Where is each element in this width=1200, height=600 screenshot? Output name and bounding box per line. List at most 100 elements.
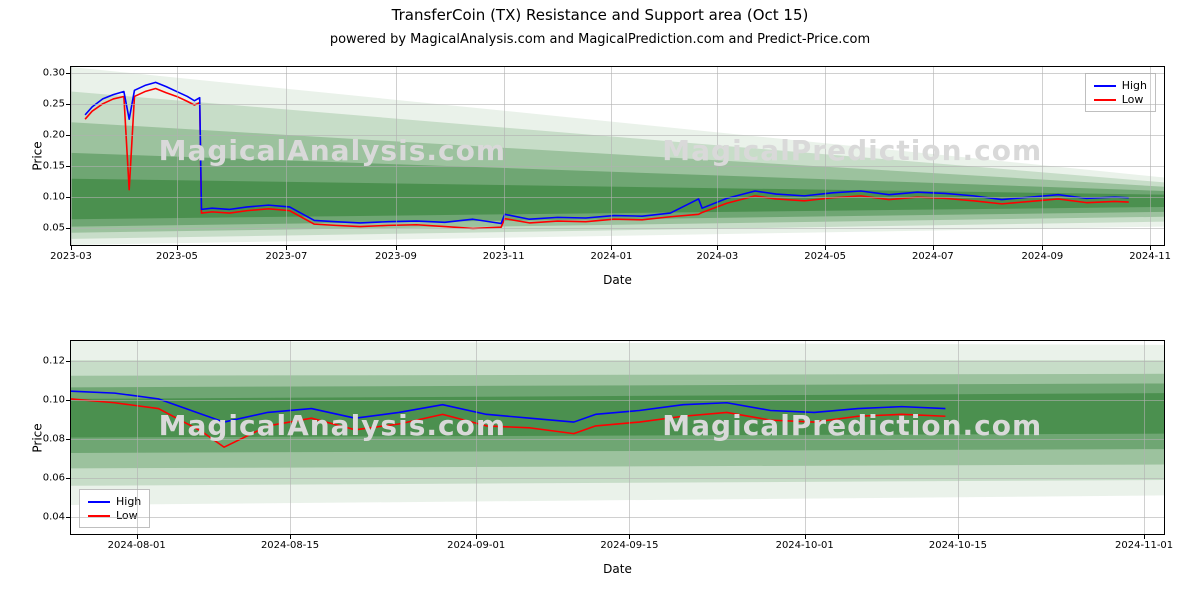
ytick-mark [66,478,71,479]
xtick-mark [476,534,477,539]
xtick-mark [504,245,505,250]
xtick-mark [1042,245,1043,250]
support-resistance-band [71,92,1164,239]
xtick-label: 2024-09-01 [447,540,505,551]
ytick-label: 0.30 [43,68,65,79]
gridline-v [805,341,806,534]
support-resistance-band [71,341,1164,505]
gridline-v [504,67,505,245]
gridline-v [396,67,397,245]
xtick-label: 2023-09 [375,251,417,262]
gridline-h [71,104,1164,105]
xtick-label: 2023-05 [156,251,198,262]
legend-label: Low [116,509,138,522]
figure: TransferCoin (TX) Resistance and Support… [0,0,1200,600]
support-resistance-band [71,179,1164,220]
ytick-mark [66,400,71,401]
xtick-mark [290,534,291,539]
series-low [85,88,1129,228]
watermark: MagicalAnalysis.com [159,409,506,442]
xtick-mark [286,245,287,250]
chart-title: TransferCoin (TX) Resistance and Support… [0,6,1200,24]
gridline-h [71,517,1164,518]
xtick-label: 2024-11 [1129,251,1171,262]
xlabel-bottom: Date [71,562,1164,576]
gridline-h [71,400,1164,401]
xtick-mark [1150,245,1151,250]
xtick-mark [611,245,612,250]
gridline-v [717,67,718,245]
gridline-v [825,67,826,245]
xtick-label: 2024-01 [591,251,633,262]
gridline-v [177,67,178,245]
ytick-label: 0.10 [43,394,65,405]
ytick-label: 0.10 [43,192,65,203]
ytick-label: 0.05 [43,223,65,234]
xtick-label: 2024-08-15 [261,540,319,551]
legend-top: HighLow [1085,73,1156,112]
xtick-mark [958,534,959,539]
legend-item: High [1094,79,1147,92]
gridline-h [71,228,1164,229]
support-resistance-band [71,122,1164,232]
support-resistance-band [71,153,1164,227]
legend-item: High [88,495,141,508]
series-low [71,399,945,447]
xtick-label: 2024-10-15 [929,540,987,551]
panel-bottom: Price Date HighLow 0.040.060.080.100.122… [70,340,1165,535]
xtick-mark [933,245,934,250]
gridline-h [71,197,1164,198]
watermark: MagicalAnalysis.com [159,134,506,167]
ytick-label: 0.06 [43,472,65,483]
xtick-mark [396,245,397,250]
xtick-mark [825,245,826,250]
gridline-v [286,67,287,245]
legend-item: Low [88,509,141,522]
gridline-h [71,361,1164,362]
gridline-v [933,67,934,245]
series-high [71,391,945,422]
gridline-h [71,73,1164,74]
legend-bottom: HighLow [79,489,150,528]
support-resistance-band [71,374,1164,469]
gridline-v [629,341,630,534]
ytick-label: 0.04 [43,511,65,522]
xtick-label: 2024-07 [912,251,954,262]
gridline-v [1150,67,1151,245]
ytick-mark [66,517,71,518]
support-resistance-band [71,383,1164,452]
gridline-v [290,341,291,534]
gridline-h [71,166,1164,167]
series-svg-top [71,67,1164,245]
series-svg-bottom [71,341,1164,534]
gridline-v [958,341,959,534]
xtick-label: 2023-03 [50,251,92,262]
gridline-v [137,341,138,534]
ytick-label: 0.08 [43,433,65,444]
gridline-h [71,135,1164,136]
xtick-label: 2024-09-15 [600,540,658,551]
chart-subtitle: powered by MagicalAnalysis.com and Magic… [0,32,1200,47]
xtick-label: 2024-09 [1021,251,1063,262]
xtick-label: 2023-11 [483,251,525,262]
xtick-label: 2024-03 [696,251,738,262]
xtick-label: 2024-08-01 [108,540,166,551]
xtick-label: 2024-11-01 [1115,540,1173,551]
ytick-label: 0.20 [43,130,65,141]
xtick-mark [177,245,178,250]
xtick-mark [717,245,718,250]
gridline-v [1144,341,1145,534]
xtick-label: 2024-05 [804,251,846,262]
xtick-label: 2024-10-01 [776,540,834,551]
xtick-mark [137,534,138,539]
support-resistance-band [71,67,1164,245]
legend-label: High [1122,79,1147,92]
xtick-mark [1144,534,1145,539]
xtick-mark [629,534,630,539]
gridline-h [71,478,1164,479]
ytick-mark [66,361,71,362]
gridline-v [476,341,477,534]
gridline-v [1042,67,1043,245]
support-resistance-band [71,360,1164,485]
watermark: MagicalPrediction.com [662,409,1042,442]
